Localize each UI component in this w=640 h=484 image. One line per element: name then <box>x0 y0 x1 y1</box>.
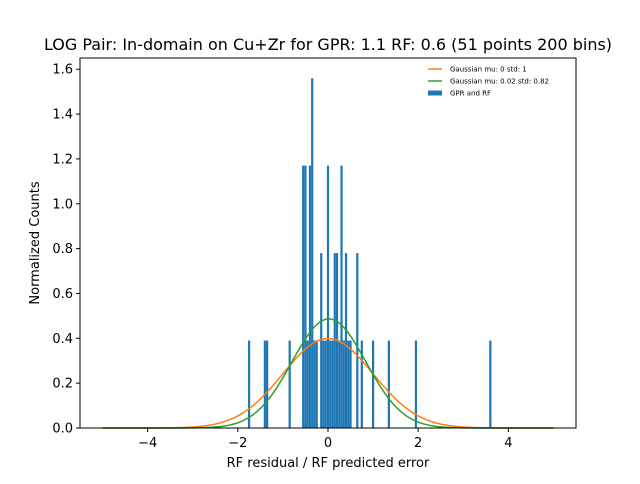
histogram-bar <box>371 340 375 428</box>
x-axis-label: RF residual / RF predicted error <box>227 456 430 471</box>
histogram-bar <box>344 253 348 428</box>
x-axis-ticks: −4 −2 0 2 4 <box>138 428 513 451</box>
histogram-bar <box>331 340 334 428</box>
histogram-bar <box>308 165 312 429</box>
x-tick-label: −2 <box>228 436 247 451</box>
y-tick-label: 0.6 <box>52 287 73 302</box>
y-tick-label: 0.2 <box>52 377 73 392</box>
histogram-bar <box>338 340 341 428</box>
y-tick-label: 1.4 <box>52 108 73 123</box>
x-tick-label: 2 <box>414 436 422 451</box>
histogram-bar <box>304 165 307 429</box>
legend-label: GPR and RF <box>450 90 491 98</box>
x-tick-label: 4 <box>504 436 512 451</box>
histogram-bar <box>322 340 325 428</box>
histogram-bar <box>320 253 323 428</box>
histogram-bar <box>266 340 269 428</box>
histogram-bar <box>263 340 266 428</box>
histogram-bar <box>340 165 343 429</box>
y-axis-ticks: 0.0 0.2 0.4 0.6 0.8 1.0 1.2 1.4 1.6 <box>52 63 80 437</box>
y-tick-label: 0.0 <box>52 422 73 437</box>
y-tick-label: 1.0 <box>52 197 73 212</box>
histogram-bar <box>387 340 390 428</box>
histogram-bar <box>329 340 332 428</box>
chart-title: LOG Pair: In-domain on Cu+Zr for GPR: 1.… <box>44 35 612 54</box>
histogram-bar <box>311 78 314 428</box>
histogram-bar <box>324 340 327 428</box>
histogram-bar <box>326 165 330 429</box>
y-tick-label: 1.2 <box>52 152 73 167</box>
histogram-bar <box>342 340 345 428</box>
histogram-bar <box>313 340 316 428</box>
histogram-bar <box>247 340 251 428</box>
x-tick-label: −4 <box>138 436 157 451</box>
histogram-bar <box>306 340 309 428</box>
y-axis-label: Normalized Counts <box>28 181 43 304</box>
legend-bar-swatch <box>428 90 442 96</box>
legend: Gaussian mu: 0 std: 1 Gaussian mu: 0.02 s… <box>428 66 549 98</box>
y-tick-label: 0.4 <box>52 332 73 347</box>
y-tick-label: 1.6 <box>52 63 73 78</box>
legend-label: Gaussian mu: 0.02 std: 0.82 <box>450 78 549 86</box>
histogram-bar <box>347 340 350 428</box>
histogram-bar <box>288 340 291 428</box>
y-tick-label: 0.8 <box>52 242 73 257</box>
histogram-bar <box>360 340 363 428</box>
x-tick-label: 0 <box>324 436 332 451</box>
histogram-bar <box>315 340 318 428</box>
histogram-bar <box>349 340 352 428</box>
histogram-bar <box>302 165 305 429</box>
histogram-bar <box>356 253 359 428</box>
histogram-bar <box>333 253 336 428</box>
histogram-bar <box>489 340 492 428</box>
histogram-bar <box>414 340 418 428</box>
legend-label: Gaussian mu: 0 std: 1 <box>450 66 527 74</box>
